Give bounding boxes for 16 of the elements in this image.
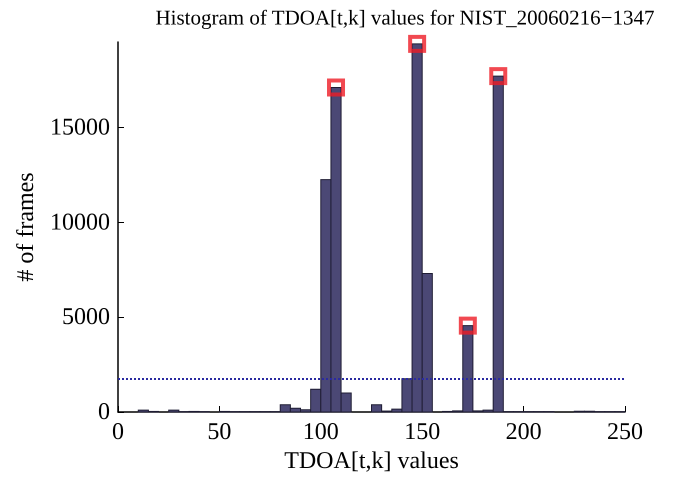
x-tick-label: 250: [607, 419, 643, 445]
x-axis-title: TDOA[t,k] values: [284, 448, 459, 474]
y-tick-label: 5000: [62, 304, 110, 330]
x-tick-label: 100: [302, 419, 339, 445]
y-tick-label: 0: [98, 399, 110, 425]
chart-title: Histogram of TDOA[t,k] values for NIST_20060216−1347: [155, 6, 655, 30]
point: [489, 67, 508, 86]
x-tick-label: 50: [207, 419, 232, 445]
point: [458, 316, 477, 335]
y-tick-label: 15000: [50, 114, 110, 140]
x-tick-label: 150: [404, 419, 440, 445]
point: [327, 78, 346, 97]
y-tick-label: 10000: [50, 209, 110, 236]
x-tick-label: 200: [506, 419, 542, 445]
y-axis-title: # of frames: [13, 172, 39, 282]
point: [408, 34, 426, 53]
